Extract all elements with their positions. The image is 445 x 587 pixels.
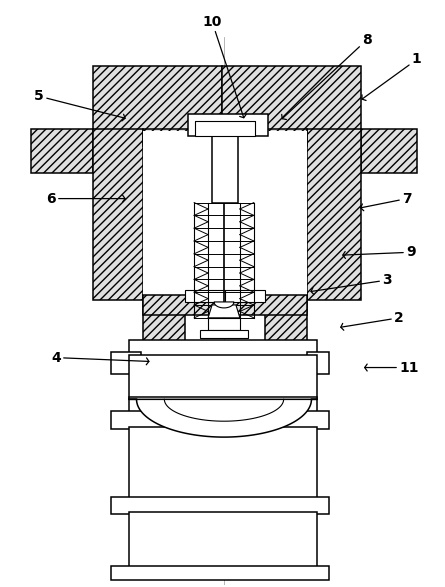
Polygon shape <box>188 114 268 136</box>
Polygon shape <box>129 512 317 568</box>
Polygon shape <box>129 340 317 357</box>
Polygon shape <box>111 352 141 375</box>
Text: 5: 5 <box>34 89 125 121</box>
Polygon shape <box>129 397 317 414</box>
Text: 8: 8 <box>282 33 372 120</box>
Polygon shape <box>93 129 142 300</box>
Polygon shape <box>142 129 195 146</box>
Polygon shape <box>142 295 185 348</box>
Text: 10: 10 <box>202 15 246 118</box>
Polygon shape <box>111 411 329 429</box>
Polygon shape <box>225 290 265 302</box>
Polygon shape <box>235 121 255 136</box>
Text: 7: 7 <box>360 191 412 211</box>
Text: 4: 4 <box>51 350 149 365</box>
Polygon shape <box>222 66 361 131</box>
Polygon shape <box>195 121 215 136</box>
Polygon shape <box>214 302 234 308</box>
Text: 1: 1 <box>362 52 422 100</box>
Bar <box>195 121 255 136</box>
Polygon shape <box>307 352 329 375</box>
Polygon shape <box>185 290 225 302</box>
Polygon shape <box>212 136 238 203</box>
Polygon shape <box>307 129 361 300</box>
Polygon shape <box>142 295 307 315</box>
Text: 2: 2 <box>341 311 404 330</box>
Polygon shape <box>129 399 317 437</box>
Text: 11: 11 <box>364 360 419 375</box>
Polygon shape <box>200 330 248 338</box>
Polygon shape <box>31 129 93 173</box>
Bar <box>142 131 307 300</box>
Text: 3: 3 <box>311 273 392 295</box>
Polygon shape <box>111 497 329 514</box>
Polygon shape <box>208 318 240 330</box>
Text: 6: 6 <box>46 191 125 205</box>
Text: 9: 9 <box>343 245 416 259</box>
Polygon shape <box>129 355 317 399</box>
Polygon shape <box>208 305 240 318</box>
Polygon shape <box>111 566 329 580</box>
Polygon shape <box>129 427 317 499</box>
Polygon shape <box>361 129 417 173</box>
Polygon shape <box>265 295 307 348</box>
Polygon shape <box>93 66 222 131</box>
Polygon shape <box>255 129 307 146</box>
